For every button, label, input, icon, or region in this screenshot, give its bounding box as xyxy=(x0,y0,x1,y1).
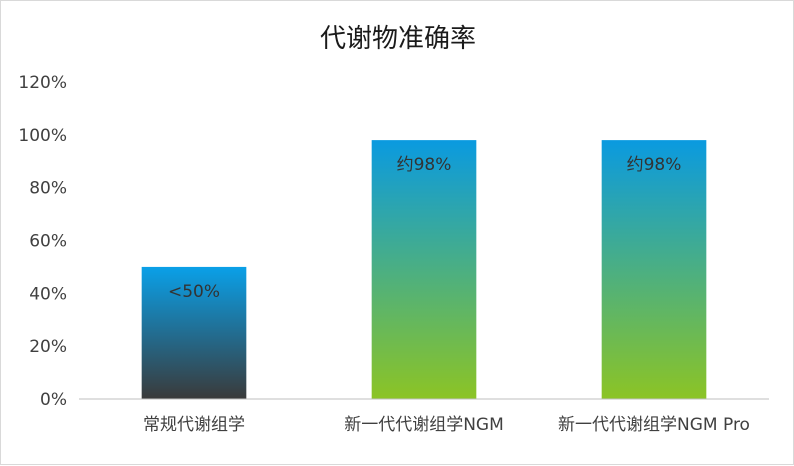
bar xyxy=(371,140,477,399)
data-label: 约98% xyxy=(627,155,682,175)
y-tick-label: 60% xyxy=(29,232,67,252)
y-tick-label: 80% xyxy=(29,179,67,199)
y-tick-label: 120% xyxy=(18,73,67,93)
bars xyxy=(141,140,707,399)
y-tick-label: 100% xyxy=(18,126,67,146)
x-category-label: 常规代谢组学 xyxy=(143,415,245,435)
data-label: <50% xyxy=(168,282,220,302)
bar xyxy=(141,266,247,399)
bar xyxy=(601,140,707,399)
y-tick-label: 40% xyxy=(29,284,67,304)
y-tick-label: 20% xyxy=(29,337,67,357)
x-category-label: 新一代代谢组学NGM Pro xyxy=(558,415,750,435)
x-category-label: 新一代代谢组学NGM xyxy=(344,415,504,435)
data-label: 约98% xyxy=(397,155,452,175)
data-labels: <50% 约98% 约98% xyxy=(168,155,681,302)
x-axis-categories: 常规代谢组学 新一代代谢组学NGM 新一代代谢组学NGM Pro xyxy=(143,415,750,435)
chart-title: 代谢物准确率 xyxy=(320,24,476,54)
y-axis-ticks: 0% 20% 40% 60% 80% 100% 120% xyxy=(18,73,67,410)
y-tick-label: 0% xyxy=(40,390,67,410)
